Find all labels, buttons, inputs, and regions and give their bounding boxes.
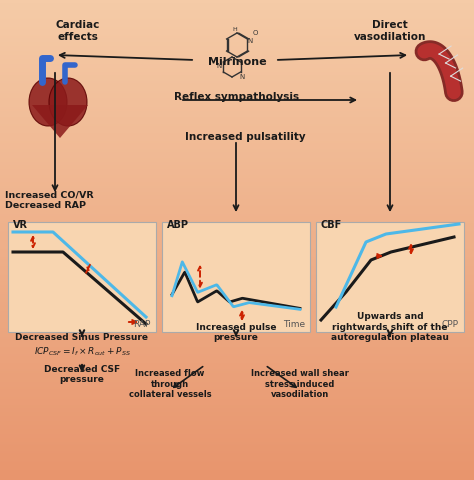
Text: RAP: RAP (134, 320, 151, 329)
Text: Increased wall shear
stress induced
vasodilation: Increased wall shear stress induced vaso… (251, 369, 349, 399)
Text: Increased flow
through
collateral vessels: Increased flow through collateral vessel… (128, 369, 211, 399)
Text: Decreased Sinus Pressure: Decreased Sinus Pressure (16, 333, 148, 342)
Text: O: O (252, 30, 258, 36)
Text: Cardiac
effects: Cardiac effects (56, 20, 100, 42)
Text: Decreased CSF
pressure: Decreased CSF pressure (44, 365, 120, 384)
Text: Milrinone: Milrinone (208, 57, 266, 67)
FancyBboxPatch shape (162, 222, 310, 332)
Text: N: N (239, 74, 245, 80)
Text: $ICP_{CSF} = I_f \times R_{out} + P_{SS}$: $ICP_{CSF} = I_f \times R_{out} + P_{SS}… (34, 346, 130, 359)
Text: VR: VR (13, 220, 28, 230)
FancyBboxPatch shape (316, 222, 464, 332)
Ellipse shape (29, 78, 67, 126)
Text: Increased pulsatility: Increased pulsatility (185, 132, 306, 142)
Text: Increased pulse
pressure: Increased pulse pressure (196, 323, 276, 342)
Text: N: N (247, 38, 253, 44)
Text: H: H (233, 27, 237, 32)
Text: CPP: CPP (442, 320, 459, 329)
Text: Upwards and
rightwards shift of the
autoregulation plateau: Upwards and rightwards shift of the auto… (331, 312, 449, 342)
Text: Direct
vasodilation: Direct vasodilation (354, 20, 426, 42)
Ellipse shape (49, 78, 87, 126)
Text: ABP: ABP (167, 220, 189, 230)
Polygon shape (32, 105, 88, 138)
Text: Increased CO/VR
Decreased RAP: Increased CO/VR Decreased RAP (5, 191, 94, 210)
Text: CBF: CBF (321, 220, 342, 230)
Text: Reflex sympatholysis: Reflex sympatholysis (174, 92, 300, 102)
FancyBboxPatch shape (8, 222, 156, 332)
Text: N: N (216, 63, 222, 69)
Text: Time: Time (283, 320, 305, 329)
